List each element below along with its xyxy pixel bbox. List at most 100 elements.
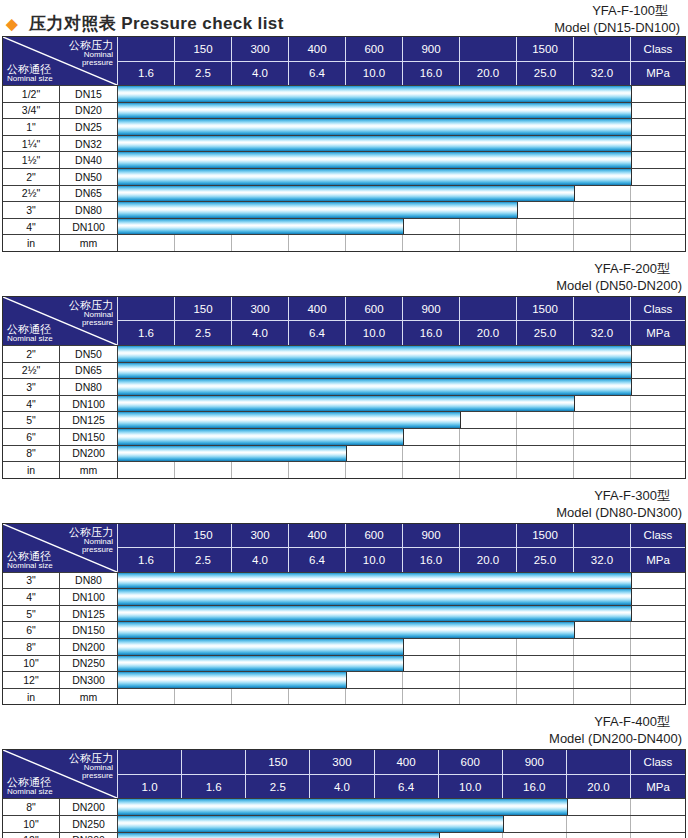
unit-column-cell — [631, 363, 685, 379]
grid-cell — [346, 446, 403, 462]
table-row: 1½"DN40 — [3, 151, 685, 168]
grid-cell — [517, 219, 574, 235]
table-model-label: YFA-F-300型 — [0, 487, 670, 505]
grid-cell — [403, 235, 460, 251]
pressure-track — [118, 622, 685, 638]
size-dn-cell: DN50 — [60, 169, 118, 185]
class-value-cell: 150 — [175, 297, 232, 321]
nominal-size-label: 公称通径Nominal size — [7, 323, 53, 343]
grid-cell — [517, 202, 574, 218]
mpa-value-cell: 25.0 — [517, 62, 574, 86]
pressure-range-bar — [118, 119, 632, 135]
grid-cell — [517, 412, 574, 428]
nominal-size-en: Nominal size — [7, 75, 53, 83]
pressure-range-bar — [118, 152, 632, 168]
unit-column-cell — [631, 396, 685, 412]
grid-cell — [232, 462, 289, 478]
table-row: 2½"DN65 — [3, 185, 685, 202]
size-dn-cell: mm — [60, 689, 118, 705]
size-dn-cell: DN20 — [60, 103, 118, 119]
table-row: 8"DN200 — [3, 445, 685, 462]
grid-cell — [403, 429, 460, 445]
nominal-size-label: 公称通径Nominal size — [7, 776, 53, 796]
size-dn-cell: mm — [60, 235, 118, 251]
table-caption: YFA-F-200型Model (DN50-DN200) — [0, 260, 686, 293]
size-inch-cell: 2½" — [3, 186, 60, 202]
pressure-track — [118, 363, 685, 379]
pressure-columns — [118, 412, 631, 428]
unit-column-cell — [631, 346, 685, 362]
table-header: 公称压力Nominalpressure公称通径Nominal size15030… — [3, 37, 685, 85]
pressure-columns — [118, 235, 631, 251]
class-value-cell: 300 — [232, 37, 289, 61]
class-value-cell: 1500 — [517, 524, 574, 548]
size-dn-cell: DN15 — [60, 86, 118, 102]
class-value-cell: 900 — [403, 37, 460, 61]
mpa-unit-cell: MPa — [631, 775, 685, 799]
grid-cell — [460, 446, 517, 462]
grid-cell — [574, 689, 631, 705]
table-row: 1"DN25 — [3, 118, 685, 135]
size-dn-cell: DN50 — [60, 346, 118, 362]
grid-cell — [403, 446, 460, 462]
unit-column-cell — [631, 799, 685, 815]
class-value-cell: 150 — [175, 524, 232, 548]
grid-cell — [403, 672, 460, 688]
grid-cell — [403, 462, 460, 478]
class-value-cell: 300 — [232, 524, 289, 548]
mpa-value-cell: 4.0 — [232, 548, 289, 572]
table-row: 5"DN125 — [3, 411, 685, 428]
pressure-columns — [118, 379, 631, 395]
pressure-track — [118, 136, 685, 152]
pressure-range-bar — [118, 589, 632, 605]
size-dn-cell: DN40 — [60, 152, 118, 168]
table-model-range: Model (DN50-DN200) — [0, 278, 682, 293]
mpa-value-cell: 6.4 — [289, 321, 346, 345]
mpa-value-cell: 16.0 — [403, 548, 460, 572]
table-row: 2"DN50 — [3, 345, 685, 362]
pressure-track — [118, 589, 685, 605]
size-dn-cell: DN150 — [60, 622, 118, 638]
mpa-value-cell: 20.0 — [567, 775, 631, 799]
grid-cell — [517, 462, 574, 478]
mpa-value-cell: 20.0 — [460, 321, 517, 345]
grid-cell — [175, 235, 232, 251]
grid-cell — [574, 429, 631, 445]
class-value-cell: 600 — [346, 37, 403, 61]
grid-cell — [403, 689, 460, 705]
class-value-cell: 150 — [175, 37, 232, 61]
unit-column-cell — [631, 833, 685, 838]
pressure-range-bar — [118, 169, 632, 185]
pressure-track — [118, 152, 685, 168]
grid-cell — [460, 412, 517, 428]
table-header: 公称压力Nominalpressure公称通径Nominal size15030… — [3, 750, 685, 798]
grid-cell — [517, 689, 574, 705]
unit-column-cell — [631, 379, 685, 395]
grid-cell — [346, 235, 403, 251]
size-inch-cell: 1/2" — [3, 86, 60, 102]
nominal-pressure-en2: pressure — [69, 319, 113, 327]
unit-column-cell — [631, 672, 685, 688]
pressure-track — [118, 119, 685, 135]
pressure-columns — [118, 186, 631, 202]
unit-column-cell — [631, 235, 685, 251]
pressure-columns — [118, 136, 631, 152]
pressure-track — [118, 816, 685, 832]
grid-cell — [118, 462, 175, 478]
mpa-value-cell: 32.0 — [574, 321, 631, 345]
unit-column-cell — [631, 446, 685, 462]
table-row: inmm — [3, 461, 685, 478]
class-value-cell — [118, 297, 175, 321]
size-dn-cell: DN200 — [60, 799, 118, 815]
grid-cell — [517, 429, 574, 445]
table-row: 2½"DN65 — [3, 362, 685, 379]
mpa-value-cell: 4.0 — [310, 775, 374, 799]
size-inch-cell: 2" — [3, 346, 60, 362]
size-inch-cell: 3" — [3, 573, 60, 589]
table-row: 6"DN150 — [3, 621, 685, 638]
pressure-columns — [118, 606, 631, 622]
pressure-range-bar — [118, 396, 575, 412]
unit-column-cell — [631, 136, 685, 152]
class-value-cell — [460, 297, 517, 321]
pressure-track — [118, 672, 685, 688]
